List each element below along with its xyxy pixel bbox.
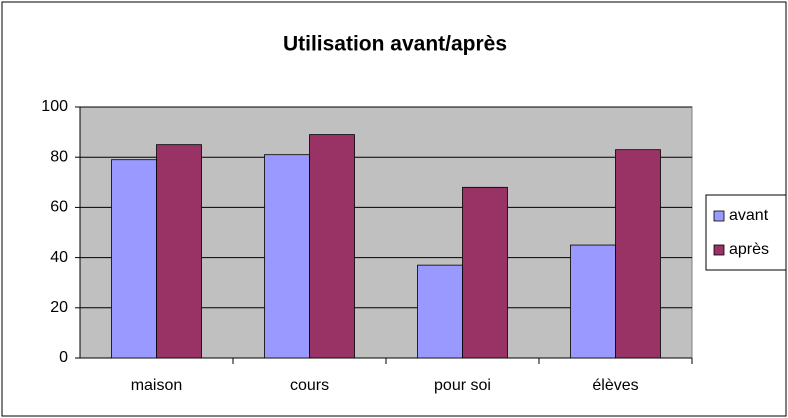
- x-tick-label: élèves: [592, 377, 638, 394]
- bar: [462, 186, 508, 359]
- y-tick-label: 0: [59, 349, 68, 366]
- bar: [615, 149, 661, 359]
- y-tick-label: 40: [50, 249, 68, 266]
- legend-swatch: [713, 244, 725, 256]
- x-tick-label: pour soi: [434, 377, 491, 394]
- y-tick-label: 60: [50, 199, 68, 216]
- y-tick-label: 20: [50, 299, 68, 316]
- bar: [156, 144, 202, 359]
- x-tick-label: maison: [131, 377, 183, 394]
- bar: [570, 244, 616, 359]
- legend-box: [705, 194, 787, 271]
- legend-label: après: [729, 241, 769, 258]
- bar: [264, 154, 310, 359]
- y-tick-label: 80: [50, 148, 68, 165]
- bar: [309, 134, 355, 359]
- bar: [111, 159, 157, 359]
- chart-title: Utilisation avant/après: [283, 33, 507, 56]
- legend-label: avant: [729, 207, 769, 224]
- bar: [417, 264, 463, 359]
- x-tick-label: cours: [290, 377, 329, 394]
- legend-swatch: [713, 210, 725, 222]
- y-tick-label: 100: [41, 98, 68, 115]
